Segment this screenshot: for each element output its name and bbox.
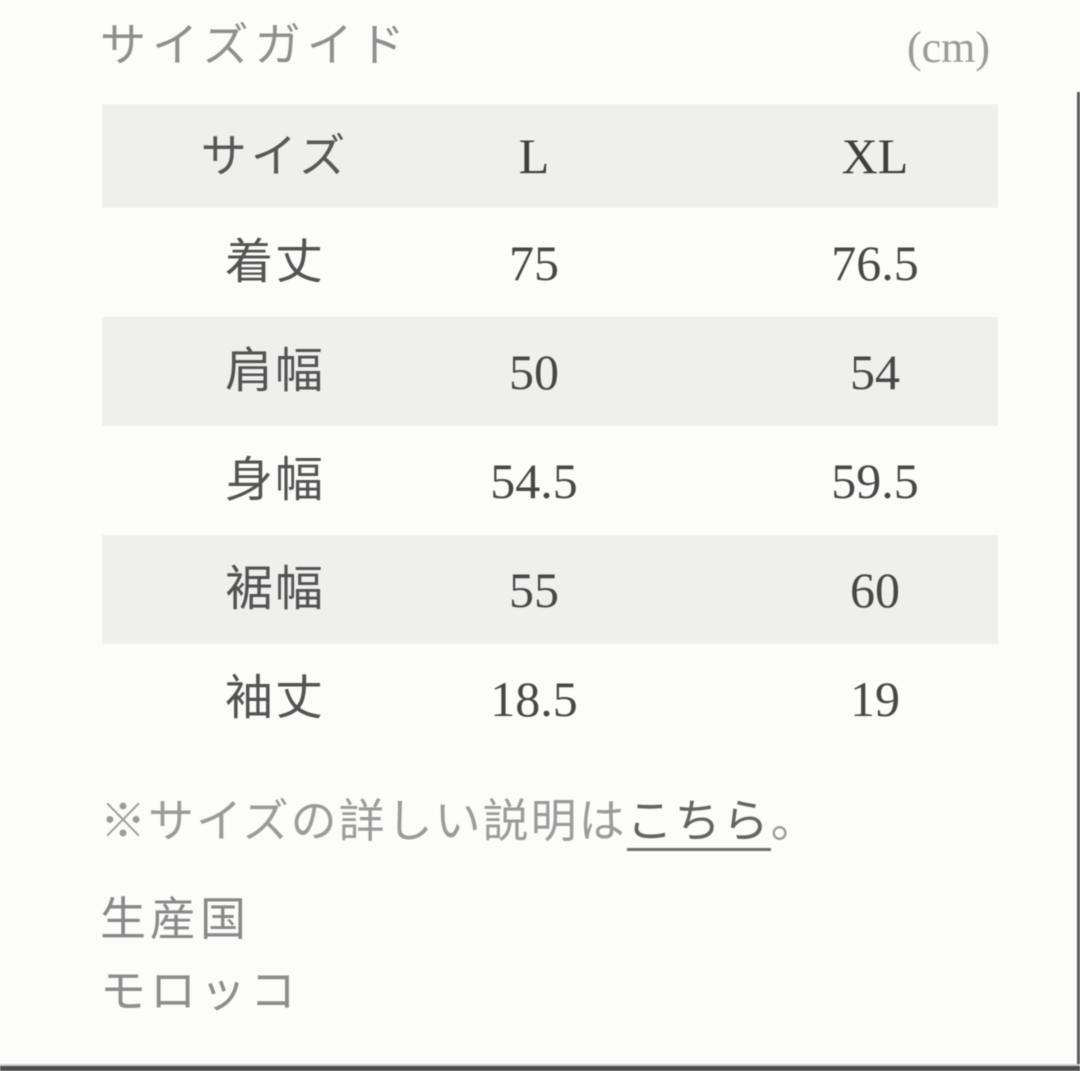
page-title: サイズガイド — [100, 19, 411, 71]
production-country-label: 生産国 — [100, 893, 250, 945]
cell-l-value: 50 — [509, 343, 559, 400]
table-header-row: サイズ L XL — [102, 104, 998, 208]
row-label: 身幅 — [224, 453, 325, 507]
photo-edge-right — [1077, 92, 1080, 1071]
row-label: 肩幅 — [224, 344, 325, 398]
table-row-sodetake: 袖丈 18.5 19 — [102, 644, 998, 753]
row-label: 裾幅 — [224, 562, 325, 616]
table-row-chakutake: 着丈 75 76.5 — [102, 208, 998, 317]
table-row-mihaba: 身幅 54.5 59.5 — [102, 426, 998, 535]
column-header-size: サイズ — [200, 130, 350, 182]
table-row-susohaba: 裾幅 55 60 — [102, 535, 998, 644]
cell-xl-value: 76.5 — [831, 234, 919, 291]
size-note: ※サイズの詳しい説明はこちら。 — [100, 793, 819, 851]
cell-l-value: 75 — [509, 234, 559, 291]
column-header-xl: XL — [841, 128, 909, 184]
size-detail-link[interactable]: こちら — [626, 795, 771, 851]
cell-l-value: 18.5 — [490, 670, 578, 727]
column-header-l: L — [518, 128, 550, 184]
row-label: 着丈 — [224, 235, 325, 289]
table-row-katahaba: 肩幅 50 54 — [102, 317, 998, 426]
size-note-text: ※サイズの詳しい説明は — [100, 795, 627, 847]
unit-label: (cm) — [906, 23, 990, 72]
cell-l-value: 54.5 — [490, 452, 578, 509]
size-note-period: 。 — [770, 795, 819, 847]
cell-xl-value: 59.5 — [831, 452, 919, 509]
cell-l-value: 55 — [509, 561, 559, 618]
size-table: サイズ L XL 着丈 75 76.5 肩幅 50 54 身幅 54.5 59.… — [102, 104, 998, 753]
cell-xl-value: 19 — [850, 670, 900, 727]
cell-xl-value: 60 — [850, 561, 900, 618]
photo-edge-bottom-light — [0, 1064, 1080, 1066]
production-country-value: モロッコ — [100, 965, 300, 1017]
cell-xl-value: 54 — [850, 343, 900, 400]
photo-edge-bottom-dark — [0, 1066, 1080, 1071]
row-label: 袖丈 — [224, 671, 325, 725]
